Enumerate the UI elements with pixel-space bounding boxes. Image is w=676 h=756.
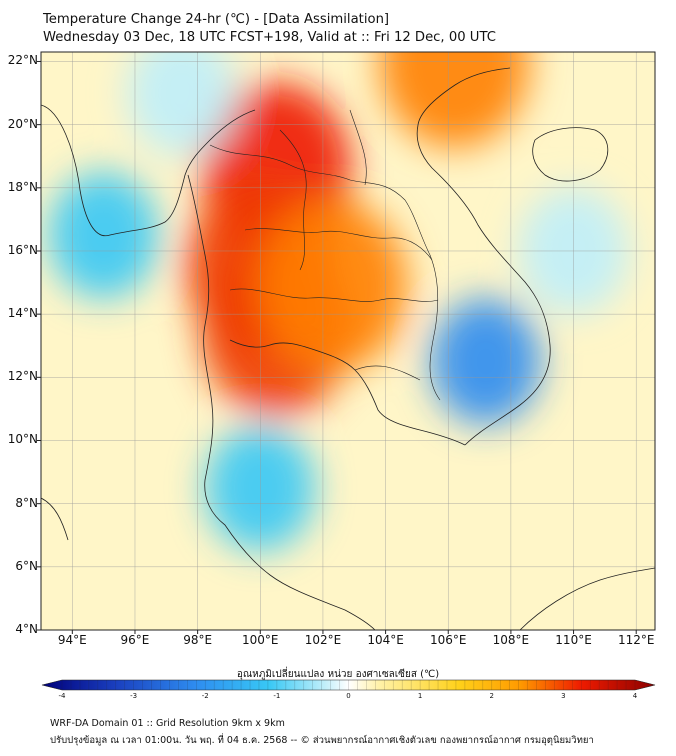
lat-label: 16°N [7,242,38,257]
lon-label: 94°E [57,633,87,647]
anomaly-cool-north-sea [126,52,237,157]
lon-label: 100°E [242,633,279,647]
colorbar-title: อุณหภูมิเปลี่ยนแปลง หน่วย องศาเซลเซียส (… [236,669,440,680]
colorbar-tick-label: -2 [201,692,209,700]
lat-label: 18°N [7,179,38,194]
colorbar-tick-label: -3 [130,692,138,700]
lat-label: 8°N [15,495,38,510]
colorbar-tick-label: -1 [273,692,281,700]
lat-label: 12°N [7,369,38,384]
colorbar-tick-label: -4 [58,692,66,700]
lat-label: 22°N [7,53,38,68]
colorbar-tick-label: 1 [417,692,423,700]
colorbar-tick-label: 0 [346,692,351,700]
footer-line2: ปรับปรุงข้อมูล ณ เวลา 01:00น. วัน พฤ. ที… [50,735,594,746]
map-frame [40,51,656,631]
graticule [41,52,655,630]
colorbar-tick-label: 2 [489,692,494,700]
lon-label: 110°E [555,633,592,647]
lon-label: 96°E [120,633,150,647]
map-title-line2: Wednesday 03 Dec, 18 UTC FCST+198, Valid… [43,30,496,45]
colorbar-bar [41,679,656,691]
lat-label: 20°N [7,116,38,131]
lon-label: 108°E [492,633,530,647]
map-title-line1: Temperature Change 24-hr (℃) - [Data Ass… [43,12,390,27]
lat-label: 4°N [15,622,38,636]
anomaly-field [48,52,629,552]
coastlines-and-borders [41,67,655,630]
colorbar-tick-label: 4 [632,692,638,700]
anomaly-warm-northeast-thailand [257,199,408,372]
axis-ticks [37,60,637,634]
lat-label: 6°N [15,558,38,573]
colorbar [41,679,656,691]
lon-label: 112°E [617,633,655,647]
footer-line1: WRF-DA Domain 01 :: Grid Resolution 9km … [50,718,285,729]
lon-label: 102°E [304,633,342,647]
anomaly-cool-central-vietnam [430,298,541,425]
anomaly-cool-andaman-sea [48,171,159,299]
lat-label: 14°N [7,306,38,321]
lon-label: 104°E [367,633,404,647]
lon-label: 106°E [429,633,467,647]
colorbar-tick-label: 3 [561,692,566,700]
lat-label: 10°N [7,432,38,447]
lon-label: 98°E [183,633,213,647]
anomaly-warm-gulf-tonkin [379,52,530,148]
